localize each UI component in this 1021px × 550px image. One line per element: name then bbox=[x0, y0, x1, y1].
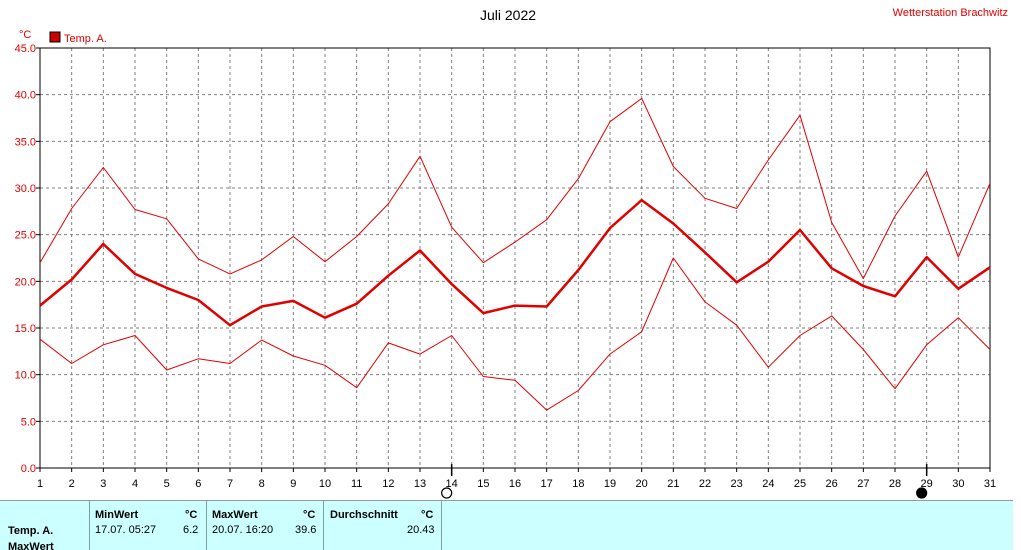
min-value: 6.2 bbox=[183, 524, 199, 536]
x-tick-label: 22 bbox=[699, 478, 711, 490]
x-tick-label: 30 bbox=[952, 478, 964, 490]
x-tick-label: 14 bbox=[446, 478, 458, 490]
avg-header: Durchschnitt bbox=[330, 509, 398, 521]
x-tick-label: 29 bbox=[921, 478, 933, 490]
stats-row-label-next: MaxWert bbox=[8, 541, 54, 550]
x-tick-label: 15 bbox=[477, 478, 489, 490]
y-tick-labels: 0.0 5.0 10.0 15.0 20.0 25.0 30.0 35.0 40.0 45.0 bbox=[15, 43, 36, 475]
grid bbox=[40, 48, 990, 468]
max-time: 20.07. 16:20 bbox=[212, 524, 274, 536]
x-tick-label: 1 bbox=[37, 478, 43, 490]
series bbox=[39, 97, 991, 411]
y-tick-label: 20.0 bbox=[15, 276, 36, 288]
x-tick-label: 6 bbox=[195, 478, 201, 490]
max-header: MaxWert bbox=[212, 509, 258, 521]
x-tick-label: 3 bbox=[100, 478, 106, 490]
full-moon-icon bbox=[441, 487, 453, 499]
y-axis-unit: °C bbox=[19, 29, 31, 41]
y-tick-label: 0.0 bbox=[21, 463, 36, 475]
y-tick-label: 10.0 bbox=[15, 370, 36, 382]
x-tick-label: 21 bbox=[667, 478, 679, 490]
station-name: Wetterstation Brachwitz bbox=[893, 7, 1008, 19]
y-tick-label: 45.0 bbox=[15, 43, 36, 55]
x-tick-label: 4 bbox=[132, 478, 138, 490]
legend-swatch bbox=[49, 31, 61, 43]
max-value: 39.6 bbox=[295, 524, 317, 536]
legend-label: Temp. A. bbox=[64, 33, 107, 45]
y-tick-label: 25.0 bbox=[15, 230, 36, 242]
y-tick-label: 5.0 bbox=[21, 416, 36, 428]
y-tick-label: 40.0 bbox=[15, 90, 36, 102]
y-tick-label: 15.0 bbox=[15, 323, 36, 335]
y-tick-label: 30.0 bbox=[15, 183, 36, 195]
x-tick-label: 11 bbox=[351, 478, 362, 490]
chart-title: Juli 2022 bbox=[480, 7, 536, 23]
x-tick-label: 9 bbox=[290, 478, 296, 490]
x-tick-label: 28 bbox=[889, 478, 901, 490]
statistics-panel: Temp. A. MaxWert MinWert °C 17.07. 05:27… bbox=[0, 500, 1013, 550]
axes bbox=[36, 47, 991, 472]
x-tick-label: 13 bbox=[414, 478, 426, 490]
series-line-min bbox=[39, 257, 991, 411]
series-line-max bbox=[39, 97, 991, 279]
x-tick-label: 18 bbox=[572, 478, 584, 490]
x-tick-label: 19 bbox=[604, 478, 616, 490]
avg-value: 20.43 bbox=[407, 524, 435, 536]
x-tick-label: 25 bbox=[794, 478, 806, 490]
stats-row-label: Temp. A. bbox=[8, 525, 54, 537]
x-tick-label: 24 bbox=[762, 478, 774, 490]
x-tick-labels: 1 2 3 4 5 6 7 8 9 10 11 12 13 14 15 16 17 18 19 20 21 22 23 24 2… bbox=[37, 478, 996, 490]
avg-unit: °C bbox=[421, 509, 434, 521]
y-tick-label: 35.0 bbox=[15, 136, 36, 148]
min-time: 17.07. 05:27 bbox=[95, 524, 157, 536]
x-tick-label: 7 bbox=[227, 478, 233, 490]
x-tick-label: 8 bbox=[259, 478, 265, 490]
x-tick-label: 17 bbox=[541, 478, 553, 490]
series-line-avg bbox=[39, 198, 991, 327]
x-tick-label: 20 bbox=[636, 478, 648, 490]
x-tick-label: 12 bbox=[382, 478, 394, 490]
x-tick-label: 16 bbox=[509, 478, 521, 490]
x-tick-label: 27 bbox=[857, 478, 869, 490]
min-header: MinWert bbox=[95, 509, 139, 521]
plot-frame bbox=[39, 47, 991, 469]
temperature-chart: Juli 2022 Wetterstation Brachwitz °C Tem… bbox=[15, 7, 1008, 499]
x-tick-label: 31 bbox=[984, 478, 996, 490]
x-tick-label: 5 bbox=[164, 478, 170, 490]
x-tick-label: 10 bbox=[319, 478, 331, 490]
x-tick-label: 23 bbox=[731, 478, 743, 490]
max-unit: °C bbox=[303, 509, 316, 521]
x-tick-label: 2 bbox=[69, 478, 75, 490]
min-unit: °C bbox=[185, 509, 198, 521]
new-moon-icon bbox=[916, 487, 928, 499]
x-tick-label: 26 bbox=[826, 478, 838, 490]
moon-phases bbox=[441, 464, 928, 499]
